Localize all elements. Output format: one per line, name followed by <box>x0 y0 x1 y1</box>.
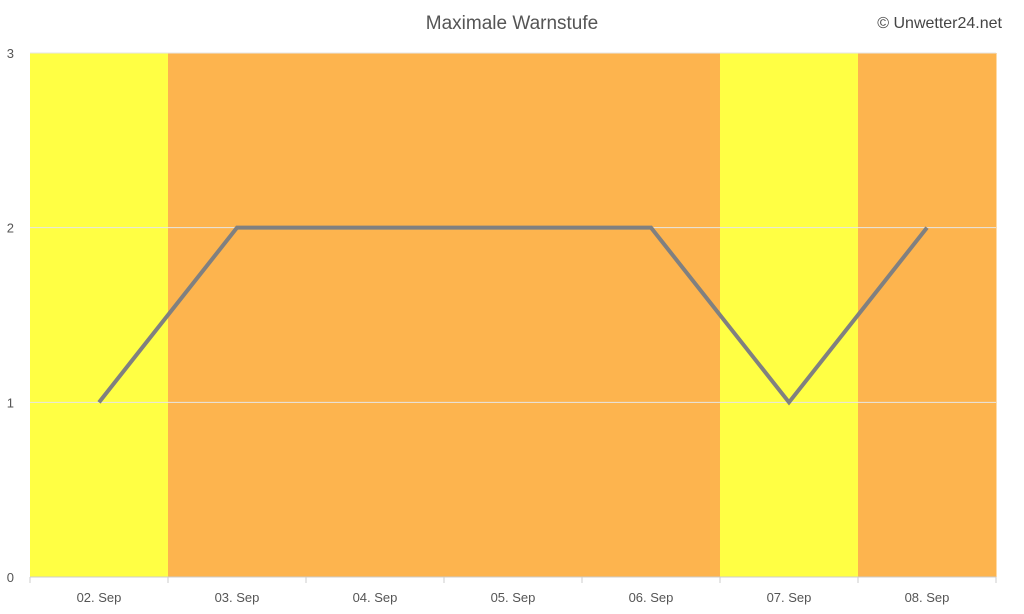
x-tick-label: 03. Sep <box>215 590 260 605</box>
x-tick-label: 04. Sep <box>353 590 398 605</box>
background-band <box>306 53 445 577</box>
background-band <box>168 53 307 577</box>
background-bands <box>30 53 997 577</box>
background-band <box>720 53 859 577</box>
y-tick-labels: 0 1 2 3 <box>7 46 14 585</box>
x-tick-labels: 02. Sep 03. Sep 04. Sep 05. Sep 06. Sep 07. S… <box>77 590 950 605</box>
copyright-text: © Unwetter24.net <box>877 15 1002 32</box>
background-band <box>582 53 721 577</box>
y-tick-label: 0 <box>7 570 14 585</box>
x-axis <box>29 576 997 583</box>
y-tick-label: 1 <box>7 395 14 410</box>
x-tick-label: 08. Sep <box>905 590 950 605</box>
background-band <box>858 53 997 577</box>
y-tick-label: 2 <box>7 221 14 236</box>
x-tick-label: 06. Sep <box>629 590 674 605</box>
chart-title: Maximale Warnstufe <box>426 13 598 34</box>
x-tick-label: 07. Sep <box>767 590 812 605</box>
series-line <box>97 225 929 406</box>
y-tick-label: 3 <box>7 46 14 61</box>
x-tick-label: 02. Sep <box>77 590 122 605</box>
x-tick-label: 05. Sep <box>491 590 536 605</box>
background-band <box>444 53 583 577</box>
background-band <box>30 53 169 577</box>
